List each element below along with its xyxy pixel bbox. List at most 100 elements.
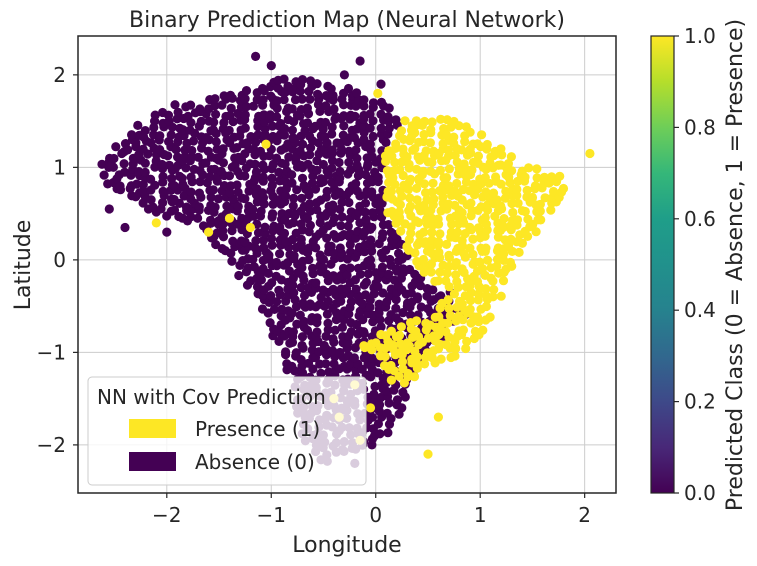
data-point: [194, 202, 204, 212]
data-point: [531, 227, 541, 237]
data-point: [353, 291, 363, 301]
data-point: [218, 226, 228, 236]
data-point: [186, 118, 196, 128]
data-point: [267, 121, 278, 131]
data-point: [371, 338, 381, 348]
data-point: [405, 193, 415, 203]
data-point: [503, 159, 513, 169]
data-point: [228, 236, 238, 246]
data-point: [280, 215, 290, 225]
data-point: [326, 241, 336, 251]
data-point: [251, 167, 261, 177]
x-tick-label: −2: [152, 503, 181, 527]
data-point: [473, 223, 484, 233]
data-point: [342, 254, 353, 264]
data-point: [376, 97, 387, 107]
legend-label-presence: Presence (1): [195, 417, 320, 441]
data-point: [290, 95, 301, 105]
data-point: [178, 125, 188, 135]
data-point: [335, 173, 345, 183]
data-point: [349, 133, 359, 143]
data-point: [288, 280, 298, 290]
data-point: [477, 130, 487, 140]
y-ticks: −2 −1 0 1 2: [37, 63, 78, 457]
data-point: [289, 193, 299, 203]
data-point: [297, 173, 308, 183]
data-point: [251, 236, 261, 246]
data-point: [385, 254, 395, 265]
data-point: [316, 368, 326, 378]
data-point: [407, 121, 417, 131]
data-point: [410, 248, 420, 258]
data-point: [429, 194, 439, 204]
data-point: [265, 318, 275, 328]
x-tick-label: −1: [257, 503, 286, 527]
data-point: [381, 137, 391, 148]
data-point: [186, 172, 196, 182]
data-point: [467, 165, 477, 175]
data-point: [406, 310, 416, 320]
data-point: [162, 227, 172, 237]
data-point: [433, 276, 443, 286]
data-point: [450, 351, 460, 361]
data-point: [266, 233, 277, 244]
data-point: [402, 241, 412, 252]
data-point: [312, 327, 322, 337]
data-point: [109, 153, 119, 164]
data-point: [585, 148, 595, 159]
y-tick-label: −1: [37, 340, 66, 364]
data-point: [297, 368, 308, 378]
data-point: [217, 244, 227, 254]
data-point: [409, 372, 420, 382]
data-point: [405, 264, 415, 275]
data-point: [257, 188, 267, 198]
data-point: [287, 361, 297, 371]
data-point: [339, 121, 349, 131]
data-point: [272, 297, 282, 307]
data-point: [323, 296, 333, 306]
data-point: [512, 237, 522, 247]
data-point: [318, 254, 329, 265]
colorbar-label: Predicted Class (0 = Absence, 1 = Presen…: [723, 19, 748, 511]
data-point: [344, 197, 354, 208]
data-point: [386, 326, 396, 336]
data-point: [233, 201, 243, 212]
data-point: [273, 83, 283, 93]
data-point: [158, 172, 168, 182]
data-point: [318, 177, 328, 187]
data-point: [374, 406, 384, 416]
data-point: [457, 208, 467, 218]
data-point: [421, 146, 431, 156]
data-point: [155, 131, 165, 141]
data-point: [512, 184, 522, 194]
data-point: [267, 240, 277, 250]
data-point: [522, 185, 532, 195]
data-point: [188, 136, 199, 146]
data-point: [241, 86, 252, 96]
data-point: [99, 170, 109, 180]
data-point: [380, 351, 390, 362]
data-point: [127, 130, 137, 140]
data-point: [299, 290, 310, 301]
data-point: [427, 353, 437, 363]
data-point: [140, 158, 150, 168]
data-point: [496, 160, 506, 170]
data-point: [240, 123, 250, 133]
data-point: [196, 116, 206, 126]
data-point: [251, 137, 261, 147]
data-point: [466, 288, 476, 298]
data-point: [366, 235, 376, 245]
data-point: [462, 336, 472, 346]
data-point: [434, 312, 444, 322]
data-point: [422, 195, 432, 205]
data-point: [457, 195, 467, 205]
data-point: [169, 205, 180, 215]
data-point: [478, 325, 488, 335]
data-point: [289, 218, 299, 228]
data-point: [288, 327, 298, 337]
data-point: [224, 213, 235, 223]
data-point: [378, 229, 388, 239]
data-point: [349, 353, 359, 363]
data-point: [211, 137, 221, 147]
data-point: [558, 183, 569, 194]
